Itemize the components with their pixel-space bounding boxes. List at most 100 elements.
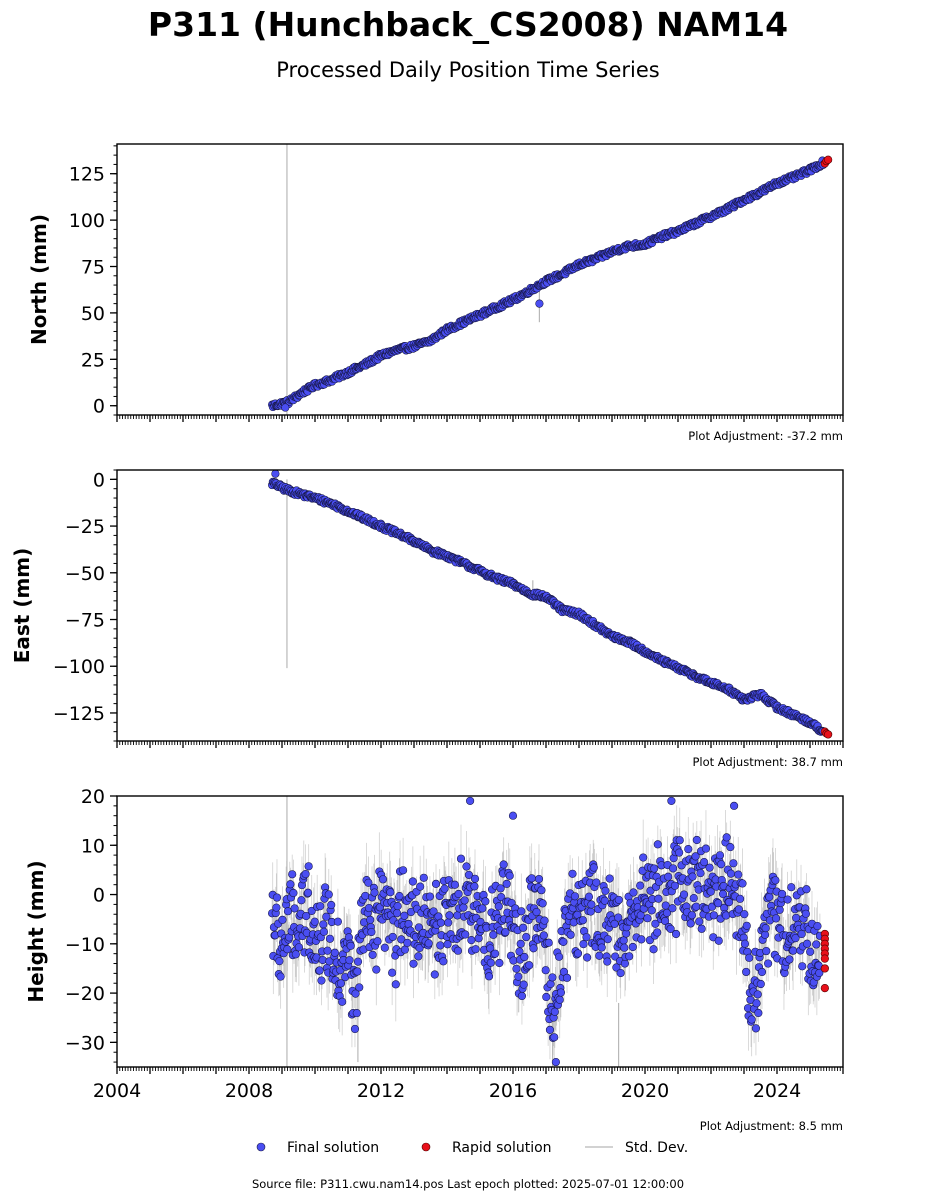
final-solution-outlier xyxy=(281,403,290,412)
final-solution-point xyxy=(620,943,629,952)
final-solution-point xyxy=(364,903,374,913)
final-solution-point xyxy=(559,937,568,946)
final-solution-point xyxy=(370,888,379,897)
final-solution-point xyxy=(403,938,412,948)
y-tick-label: 50 xyxy=(81,303,105,325)
final-solution-point xyxy=(605,874,614,883)
final-solution-point xyxy=(393,902,402,911)
final-solution-point xyxy=(512,964,521,973)
final-solution-point xyxy=(484,972,494,981)
plot-adjustment: Plot Adjustment: 38.7 mm xyxy=(692,755,843,769)
final-solution-point xyxy=(414,952,423,961)
final-solution-point xyxy=(496,884,505,893)
final-solution-point xyxy=(471,945,480,954)
final-solution-point xyxy=(391,980,400,989)
rapid-solution-point xyxy=(824,155,833,164)
final-solution-point xyxy=(517,907,526,916)
final-solution-point xyxy=(453,946,463,955)
final-solution-point xyxy=(550,1007,559,1016)
final-solution-point xyxy=(386,888,395,897)
final-solution-point xyxy=(431,879,441,888)
final-solution-point xyxy=(499,860,508,869)
final-solution-point xyxy=(474,934,483,943)
final-solution-point xyxy=(555,995,564,1004)
final-solution-point xyxy=(541,966,550,975)
final-solution-point xyxy=(629,888,638,897)
final-solution-point xyxy=(544,938,553,947)
final-solution-point xyxy=(322,912,331,921)
final-solution-point xyxy=(610,919,619,928)
final-solution-point xyxy=(317,976,326,985)
panel-1: 0 25 50 75 100 125 North (mm) Plot Adjustment: … xyxy=(27,143,844,443)
final-solution-point xyxy=(579,940,588,949)
final-solution-point xyxy=(540,916,549,925)
final-solution-point xyxy=(283,945,292,954)
final-solution-point xyxy=(275,957,284,966)
final-solution-point xyxy=(289,888,298,898)
final-solution-point xyxy=(573,949,583,958)
final-solution-point xyxy=(502,879,511,888)
final-solution-point xyxy=(587,900,596,909)
final-solution-point xyxy=(368,950,377,959)
final-solution-point xyxy=(364,878,373,887)
final-solution-point xyxy=(353,957,363,966)
final-solution-point xyxy=(399,866,408,875)
final-solution-point xyxy=(291,950,300,959)
final-solution-point xyxy=(614,913,623,922)
final-solution-point xyxy=(454,889,463,899)
final-solution-point xyxy=(646,886,655,895)
final-solution-point xyxy=(478,904,487,913)
final-solution-point xyxy=(647,906,656,915)
rapid-solution-point xyxy=(824,730,833,739)
final-solution-point xyxy=(566,930,575,939)
y-tick-label: 0 xyxy=(93,396,105,418)
final-solution-outlier xyxy=(535,299,544,308)
final-solution-point xyxy=(525,961,534,970)
final-solution-point xyxy=(568,869,577,878)
final-solution-point xyxy=(550,1033,559,1042)
final-solution-point xyxy=(529,944,538,953)
final-solution-point xyxy=(603,957,612,966)
final-solution-point xyxy=(578,916,587,925)
final-solution-point xyxy=(619,936,628,945)
final-solution-point xyxy=(589,863,598,872)
final-solution-point xyxy=(583,953,592,962)
final-solution-point xyxy=(495,958,504,968)
final-solution-point xyxy=(505,871,514,880)
y-axis: 0 25 50 75 100 125 xyxy=(69,145,117,418)
final-solution-point xyxy=(319,927,328,936)
final-solution-point xyxy=(517,991,527,1001)
final-solution-point xyxy=(373,937,382,946)
final-solution-point xyxy=(424,939,433,948)
final-solution-point xyxy=(584,892,594,901)
final-solution-point xyxy=(489,930,498,939)
final-solution-point xyxy=(304,862,313,871)
final-solution-point xyxy=(491,949,500,958)
y-tick-label: 125 xyxy=(69,164,105,186)
final-solution-point xyxy=(400,911,409,920)
final-solution-point xyxy=(562,973,572,982)
final-solution-points xyxy=(268,796,824,1067)
y-tick-label: 25 xyxy=(81,349,105,371)
final-solution-point xyxy=(612,963,621,972)
final-solution-point xyxy=(301,869,310,879)
x-axis xyxy=(116,415,844,422)
final-solution-point xyxy=(436,941,445,950)
final-solution-point xyxy=(444,918,453,927)
final-solution-outlier xyxy=(271,469,280,478)
final-solution-point xyxy=(436,918,445,927)
final-solution-point xyxy=(302,911,311,921)
final-solution-point xyxy=(439,957,448,966)
final-solution-point xyxy=(519,980,528,989)
final-solution-point xyxy=(286,880,295,889)
final-solution-point xyxy=(429,907,438,916)
final-solution-point xyxy=(539,931,548,940)
y-axis-label: East (mm) xyxy=(10,548,34,664)
final-solution-point xyxy=(372,965,381,974)
final-solution-point xyxy=(636,881,645,890)
final-solution-point xyxy=(601,886,610,895)
final-solution-point xyxy=(323,946,332,955)
final-solution-point xyxy=(614,895,623,904)
final-solution-point xyxy=(501,928,510,937)
